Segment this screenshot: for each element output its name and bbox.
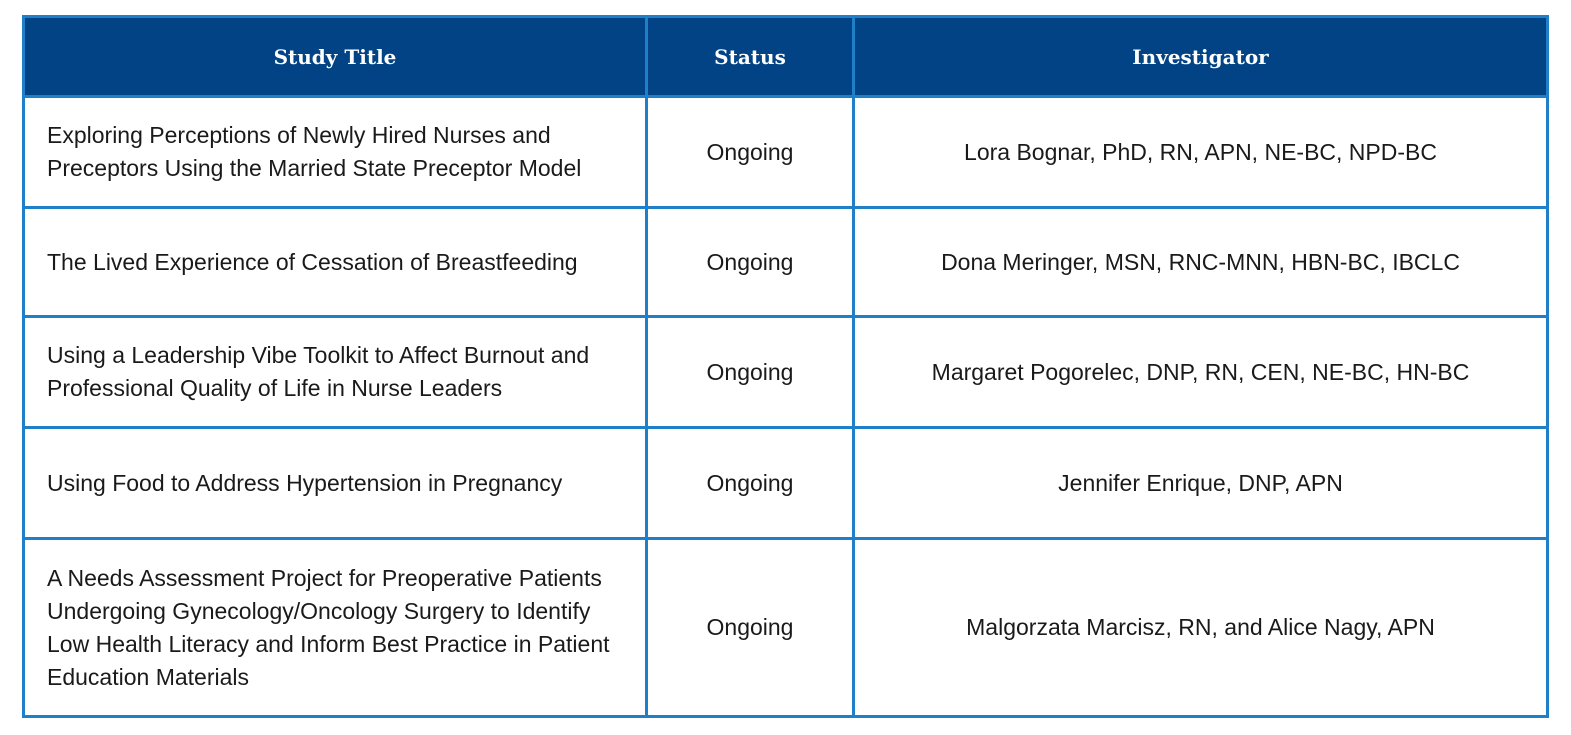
studies-table: Study Title Status Investigator Explorin…: [22, 15, 1549, 718]
study-title-cell: Exploring Perceptions of Newly Hired Nur…: [22, 95, 648, 209]
table-row: The Lived Experience of Cessation of Bre…: [22, 206, 1549, 318]
study-title-cell: Using a Leadership Vibe Toolkit to Affec…: [22, 315, 648, 429]
column-header-investigator: Investigator: [852, 15, 1549, 98]
column-header-study-title: Study Title: [22, 15, 648, 98]
investigator-cell: Margaret Pogorelec, DNP, RN, CEN, NE-BC,…: [852, 315, 1549, 429]
status-cell: Ongoing: [645, 206, 855, 318]
investigator-cell: Jennifer Enrique, DNP, APN: [852, 426, 1549, 540]
status-cell: Ongoing: [645, 95, 855, 209]
status-cell: Ongoing: [645, 315, 855, 429]
table-row: A Needs Assessment Project for Preoperat…: [22, 537, 1549, 718]
investigator-cell: Lora Bognar, PhD, RN, APN, NE-BC, NPD-BC: [852, 95, 1549, 209]
header-row: Study Title Status Investigator: [22, 15, 1549, 98]
study-title-cell: Using Food to Address Hypertension in Pr…: [22, 426, 648, 540]
table-header: Study Title Status Investigator: [22, 15, 1549, 98]
table-row: Using Food to Address Hypertension in Pr…: [22, 426, 1549, 540]
column-header-status: Status: [645, 15, 855, 98]
investigator-cell: Malgorzata Marcisz, RN, and Alice Nagy, …: [852, 537, 1549, 718]
status-cell: Ongoing: [645, 426, 855, 540]
study-title-cell: A Needs Assessment Project for Preoperat…: [22, 537, 648, 718]
table-row: Exploring Perceptions of Newly Hired Nur…: [22, 95, 1549, 209]
investigator-cell: Dona Meringer, MSN, RNC-MNN, HBN-BC, IBC…: [852, 206, 1549, 318]
table-row: Using a Leadership Vibe Toolkit to Affec…: [22, 315, 1549, 429]
table-body: Exploring Perceptions of Newly Hired Nur…: [22, 95, 1549, 718]
study-title-cell: The Lived Experience of Cessation of Bre…: [22, 206, 648, 318]
status-cell: Ongoing: [645, 537, 855, 718]
